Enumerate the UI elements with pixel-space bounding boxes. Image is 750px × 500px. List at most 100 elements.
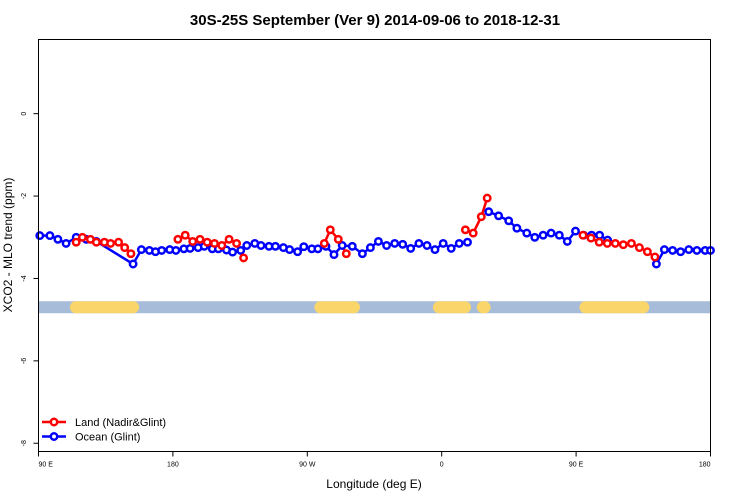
land-point: [586, 233, 596, 243]
land-point: [602, 238, 612, 248]
land-point: [120, 243, 130, 253]
ocean-point: [347, 241, 357, 251]
y-tick-label: -2: [21, 193, 28, 199]
ocean-point: [684, 245, 694, 255]
ocean-point: [365, 243, 375, 253]
land-point: [106, 238, 116, 248]
ocean-point: [484, 207, 494, 217]
ocean-point: [390, 238, 400, 248]
land-point: [319, 238, 329, 248]
ocean-point: [313, 244, 323, 254]
ocean-point: [285, 245, 295, 255]
ocean-point: [676, 247, 686, 257]
ocean-point: [398, 239, 408, 249]
ocean-point: [337, 241, 347, 250]
data-points: [35, 193, 715, 269]
ocean-point: [236, 245, 246, 255]
ocean-point: [299, 242, 309, 252]
land-point: [626, 238, 636, 248]
land-point: [460, 225, 470, 235]
land-point: [71, 237, 81, 247]
y-tick-label: -4: [21, 275, 28, 281]
land-point: [325, 225, 335, 235]
x-tick-label: 90 W: [299, 462, 316, 469]
ocean-point: [293, 247, 303, 257]
land-point: [195, 234, 205, 244]
ocean-point: [242, 241, 252, 250]
legend: Land (Nadir&Glint) Ocean (Glint): [42, 417, 166, 444]
land-point: [210, 238, 219, 248]
ocean-point: [659, 245, 669, 255]
ocean-point: [270, 241, 280, 251]
ocean-point: [329, 250, 339, 260]
x-tick-label: 0: [440, 462, 444, 469]
land-point: [180, 230, 190, 240]
y-tick-label: -6: [21, 358, 28, 364]
chart-title: 30S-25S September (Ver 9) 2014-09-06 to …: [190, 12, 560, 29]
land-point: [333, 234, 343, 244]
ocean-point: [692, 245, 702, 255]
ocean-point: [522, 228, 532, 238]
x-tick-label: 180: [167, 462, 179, 469]
legend-label: Land (Nadir&Glint): [75, 417, 166, 429]
ocean-point: [512, 223, 522, 233]
ocean-point: [406, 243, 416, 253]
ocean-point: [45, 231, 55, 241]
ocean-point: [504, 216, 514, 226]
land-point: [188, 236, 198, 246]
plot-area-frame: [38, 39, 711, 452]
land-point: [482, 193, 492, 203]
land-point: [77, 232, 87, 242]
ocean-point: [185, 243, 195, 253]
ocean-point: [438, 238, 448, 248]
ocean-point: [651, 259, 661, 269]
ocean-point: [382, 241, 392, 250]
x-axis-label: Longitude (deg E): [326, 477, 421, 491]
ocean-point: [463, 237, 472, 247]
data-lines: [39, 197, 711, 266]
ocean-point: [256, 241, 266, 250]
y-axis: 0 -2 -4 -6 -8: [21, 112, 39, 446]
ocean-point: [562, 236, 572, 246]
ocean-point: [494, 211, 504, 221]
y-axis-label: XCO2 - MLO trend (ppm): [1, 178, 15, 313]
ocean-point: [546, 228, 556, 238]
ocean-point: [538, 230, 548, 240]
x-axis: 90 E 180 90 W 0 90 E 180: [38, 451, 711, 469]
land-point: [126, 249, 136, 259]
land-point: [610, 238, 620, 248]
ocean-point: [136, 245, 146, 255]
ocean-point: [571, 226, 580, 236]
land-point: [173, 234, 183, 244]
ocean-point: [53, 234, 63, 244]
ocean-point: [595, 230, 605, 240]
ocean-point: [61, 238, 71, 248]
land-point: [217, 241, 227, 250]
ocean-point: [554, 230, 564, 240]
land-point: [202, 237, 212, 247]
y-tick-label: 0: [21, 112, 28, 116]
ocean-point: [171, 245, 181, 255]
ocean-point: [530, 232, 540, 242]
land-point: [634, 243, 644, 253]
ocean-point: [35, 231, 45, 241]
land-point: [114, 237, 124, 247]
land-point: [341, 249, 351, 259]
ocean-point: [228, 247, 238, 257]
land-point: [239, 253, 249, 263]
ocean-point: [668, 245, 678, 255]
ocean-point: [422, 241, 432, 250]
land-point: [650, 252, 660, 262]
ocean-point: [454, 238, 464, 248]
land-point: [578, 230, 588, 240]
land-point: [476, 212, 486, 222]
land-point: [468, 228, 478, 238]
ocean-point: [128, 259, 138, 269]
land-point: [224, 234, 234, 244]
legend-marker: [49, 417, 59, 427]
ocean-point: [430, 245, 440, 255]
ocean-point: [446, 243, 456, 253]
ocean-point: [414, 238, 424, 248]
land-point: [642, 247, 652, 257]
